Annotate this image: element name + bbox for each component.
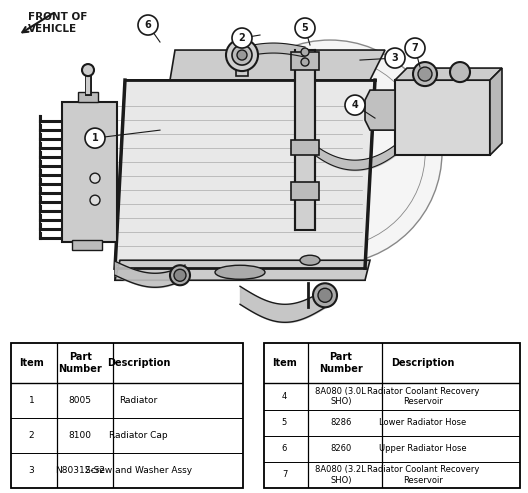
Circle shape bbox=[85, 128, 105, 148]
Circle shape bbox=[226, 39, 258, 71]
Text: Radiator Cap: Radiator Cap bbox=[109, 431, 168, 440]
Circle shape bbox=[232, 28, 252, 48]
Text: Description: Description bbox=[107, 358, 170, 368]
Text: Screw and Washer Assy: Screw and Washer Assy bbox=[85, 466, 192, 475]
Polygon shape bbox=[395, 68, 502, 80]
Text: 4: 4 bbox=[352, 100, 359, 110]
Circle shape bbox=[170, 265, 190, 285]
Text: 8286: 8286 bbox=[330, 418, 352, 427]
Circle shape bbox=[237, 50, 247, 60]
Bar bbox=[291, 140, 319, 155]
Text: Radiator Coolant Recovery
Reservoir: Radiator Coolant Recovery Reservoir bbox=[366, 387, 479, 406]
Circle shape bbox=[90, 195, 100, 205]
Text: 1: 1 bbox=[29, 396, 34, 405]
Bar bbox=[295, 50, 315, 230]
Text: 8260: 8260 bbox=[330, 444, 352, 453]
Ellipse shape bbox=[300, 255, 320, 265]
Bar bbox=[291, 52, 319, 70]
Text: 6: 6 bbox=[282, 444, 287, 453]
Text: 8100: 8100 bbox=[69, 431, 92, 440]
Text: 8A080 (3.2L
SHO): 8A080 (3.2L SHO) bbox=[315, 465, 366, 485]
Circle shape bbox=[385, 48, 405, 68]
Text: Part
Number: Part Number bbox=[319, 352, 363, 374]
Text: Radiator Coolant Recovery
Reservoir: Radiator Coolant Recovery Reservoir bbox=[366, 465, 479, 485]
Text: 3: 3 bbox=[29, 466, 34, 475]
Bar bbox=[78, 92, 98, 102]
Text: 2: 2 bbox=[29, 431, 34, 440]
Text: Part
Number: Part Number bbox=[59, 352, 102, 374]
Text: N80312-S2: N80312-S2 bbox=[55, 466, 105, 475]
Text: 5: 5 bbox=[282, 418, 287, 427]
Circle shape bbox=[418, 67, 432, 81]
Circle shape bbox=[345, 95, 365, 115]
Circle shape bbox=[138, 15, 158, 35]
Text: 8A080 (3.0L
SHO): 8A080 (3.0L SHO) bbox=[315, 387, 366, 406]
Circle shape bbox=[301, 58, 309, 66]
Text: Upper Radiator Hose: Upper Radiator Hose bbox=[379, 444, 467, 453]
Circle shape bbox=[232, 45, 252, 65]
Circle shape bbox=[295, 18, 315, 38]
Circle shape bbox=[450, 62, 470, 82]
Circle shape bbox=[90, 173, 100, 183]
Text: 4: 4 bbox=[282, 392, 287, 401]
Text: 1: 1 bbox=[92, 133, 98, 143]
Circle shape bbox=[413, 62, 437, 86]
Text: Description: Description bbox=[391, 358, 455, 368]
Text: 2: 2 bbox=[239, 33, 246, 43]
Circle shape bbox=[82, 64, 94, 76]
Circle shape bbox=[405, 38, 425, 58]
Text: Lower Radiator Hose: Lower Radiator Hose bbox=[379, 418, 466, 427]
Circle shape bbox=[313, 283, 337, 307]
Ellipse shape bbox=[215, 265, 265, 279]
Text: 5: 5 bbox=[301, 23, 308, 33]
Bar bbox=[236, 56, 248, 76]
Text: Item: Item bbox=[272, 358, 297, 368]
Polygon shape bbox=[115, 80, 375, 268]
Circle shape bbox=[301, 48, 309, 56]
Bar bbox=[291, 182, 319, 200]
Text: FRONT OF
VEHICLE: FRONT OF VEHICLE bbox=[28, 12, 87, 34]
Polygon shape bbox=[115, 265, 365, 280]
Text: 7: 7 bbox=[412, 43, 418, 53]
Circle shape bbox=[318, 288, 332, 302]
Polygon shape bbox=[490, 68, 502, 155]
Text: Radiator: Radiator bbox=[119, 396, 157, 405]
Text: 7: 7 bbox=[282, 470, 287, 480]
Text: 8005: 8005 bbox=[69, 396, 92, 405]
Polygon shape bbox=[365, 90, 395, 130]
Bar bbox=[72, 240, 102, 250]
Text: 6: 6 bbox=[145, 20, 152, 30]
Text: Item: Item bbox=[19, 358, 44, 368]
Polygon shape bbox=[115, 260, 370, 280]
Text: 3: 3 bbox=[392, 53, 398, 63]
Bar bbox=[395, 80, 490, 155]
Polygon shape bbox=[170, 50, 385, 80]
Circle shape bbox=[218, 40, 442, 264]
Bar bbox=[62, 102, 117, 242]
Circle shape bbox=[174, 269, 186, 282]
